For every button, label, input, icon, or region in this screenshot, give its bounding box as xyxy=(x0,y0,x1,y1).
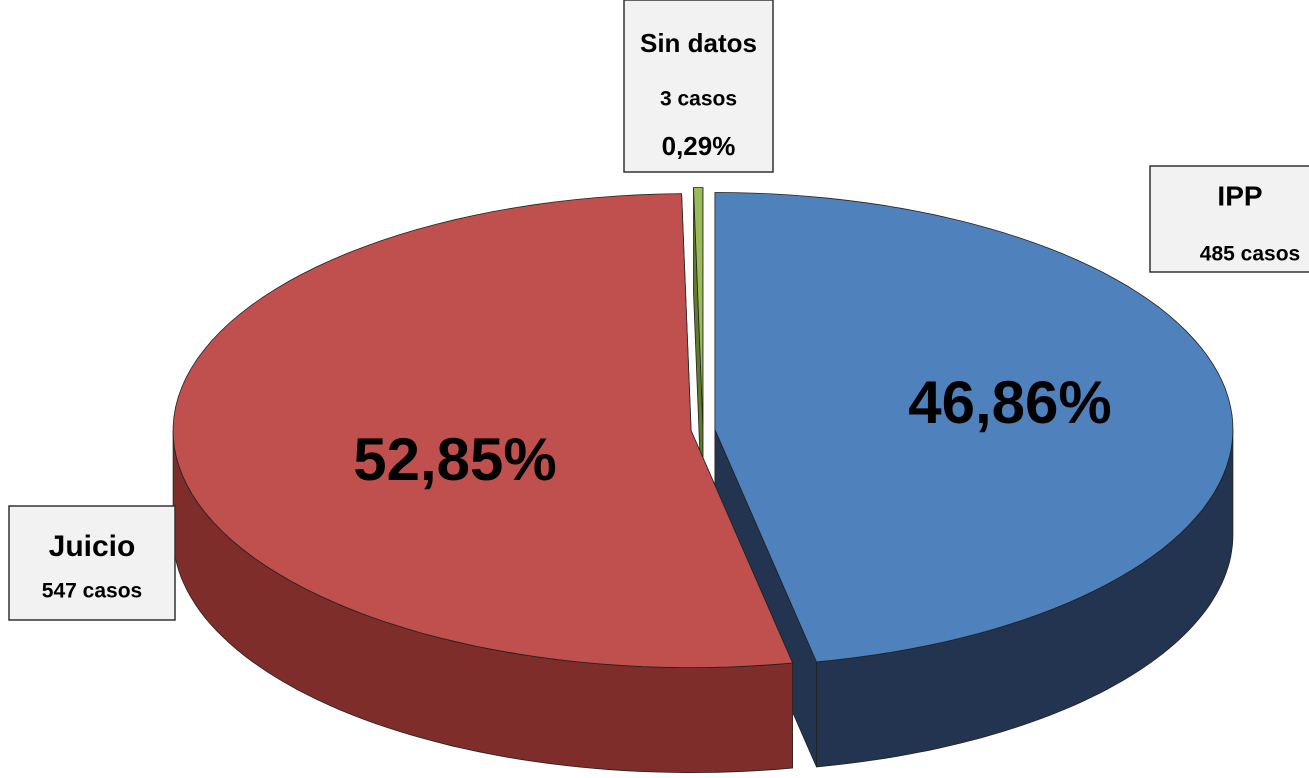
slice xyxy=(172,193,794,668)
label-box xyxy=(8,505,176,621)
category-label: Sin datos xyxy=(640,28,757,58)
count-label: 3 casos xyxy=(660,88,737,111)
slice-value-label: 46,86% xyxy=(908,369,1112,436)
slice xyxy=(714,192,1234,663)
count-label: 485 casos xyxy=(1200,243,1300,266)
label-box xyxy=(1149,165,1309,273)
count-label: 547 casos xyxy=(42,580,142,603)
slice xyxy=(693,187,704,425)
category-label: Juicio xyxy=(49,530,136,563)
category-label: IPP xyxy=(1217,180,1262,211)
label-box xyxy=(623,0,774,173)
slice-value-label: 52,85% xyxy=(353,426,557,493)
slice-value-label: 0,29% xyxy=(662,131,736,161)
